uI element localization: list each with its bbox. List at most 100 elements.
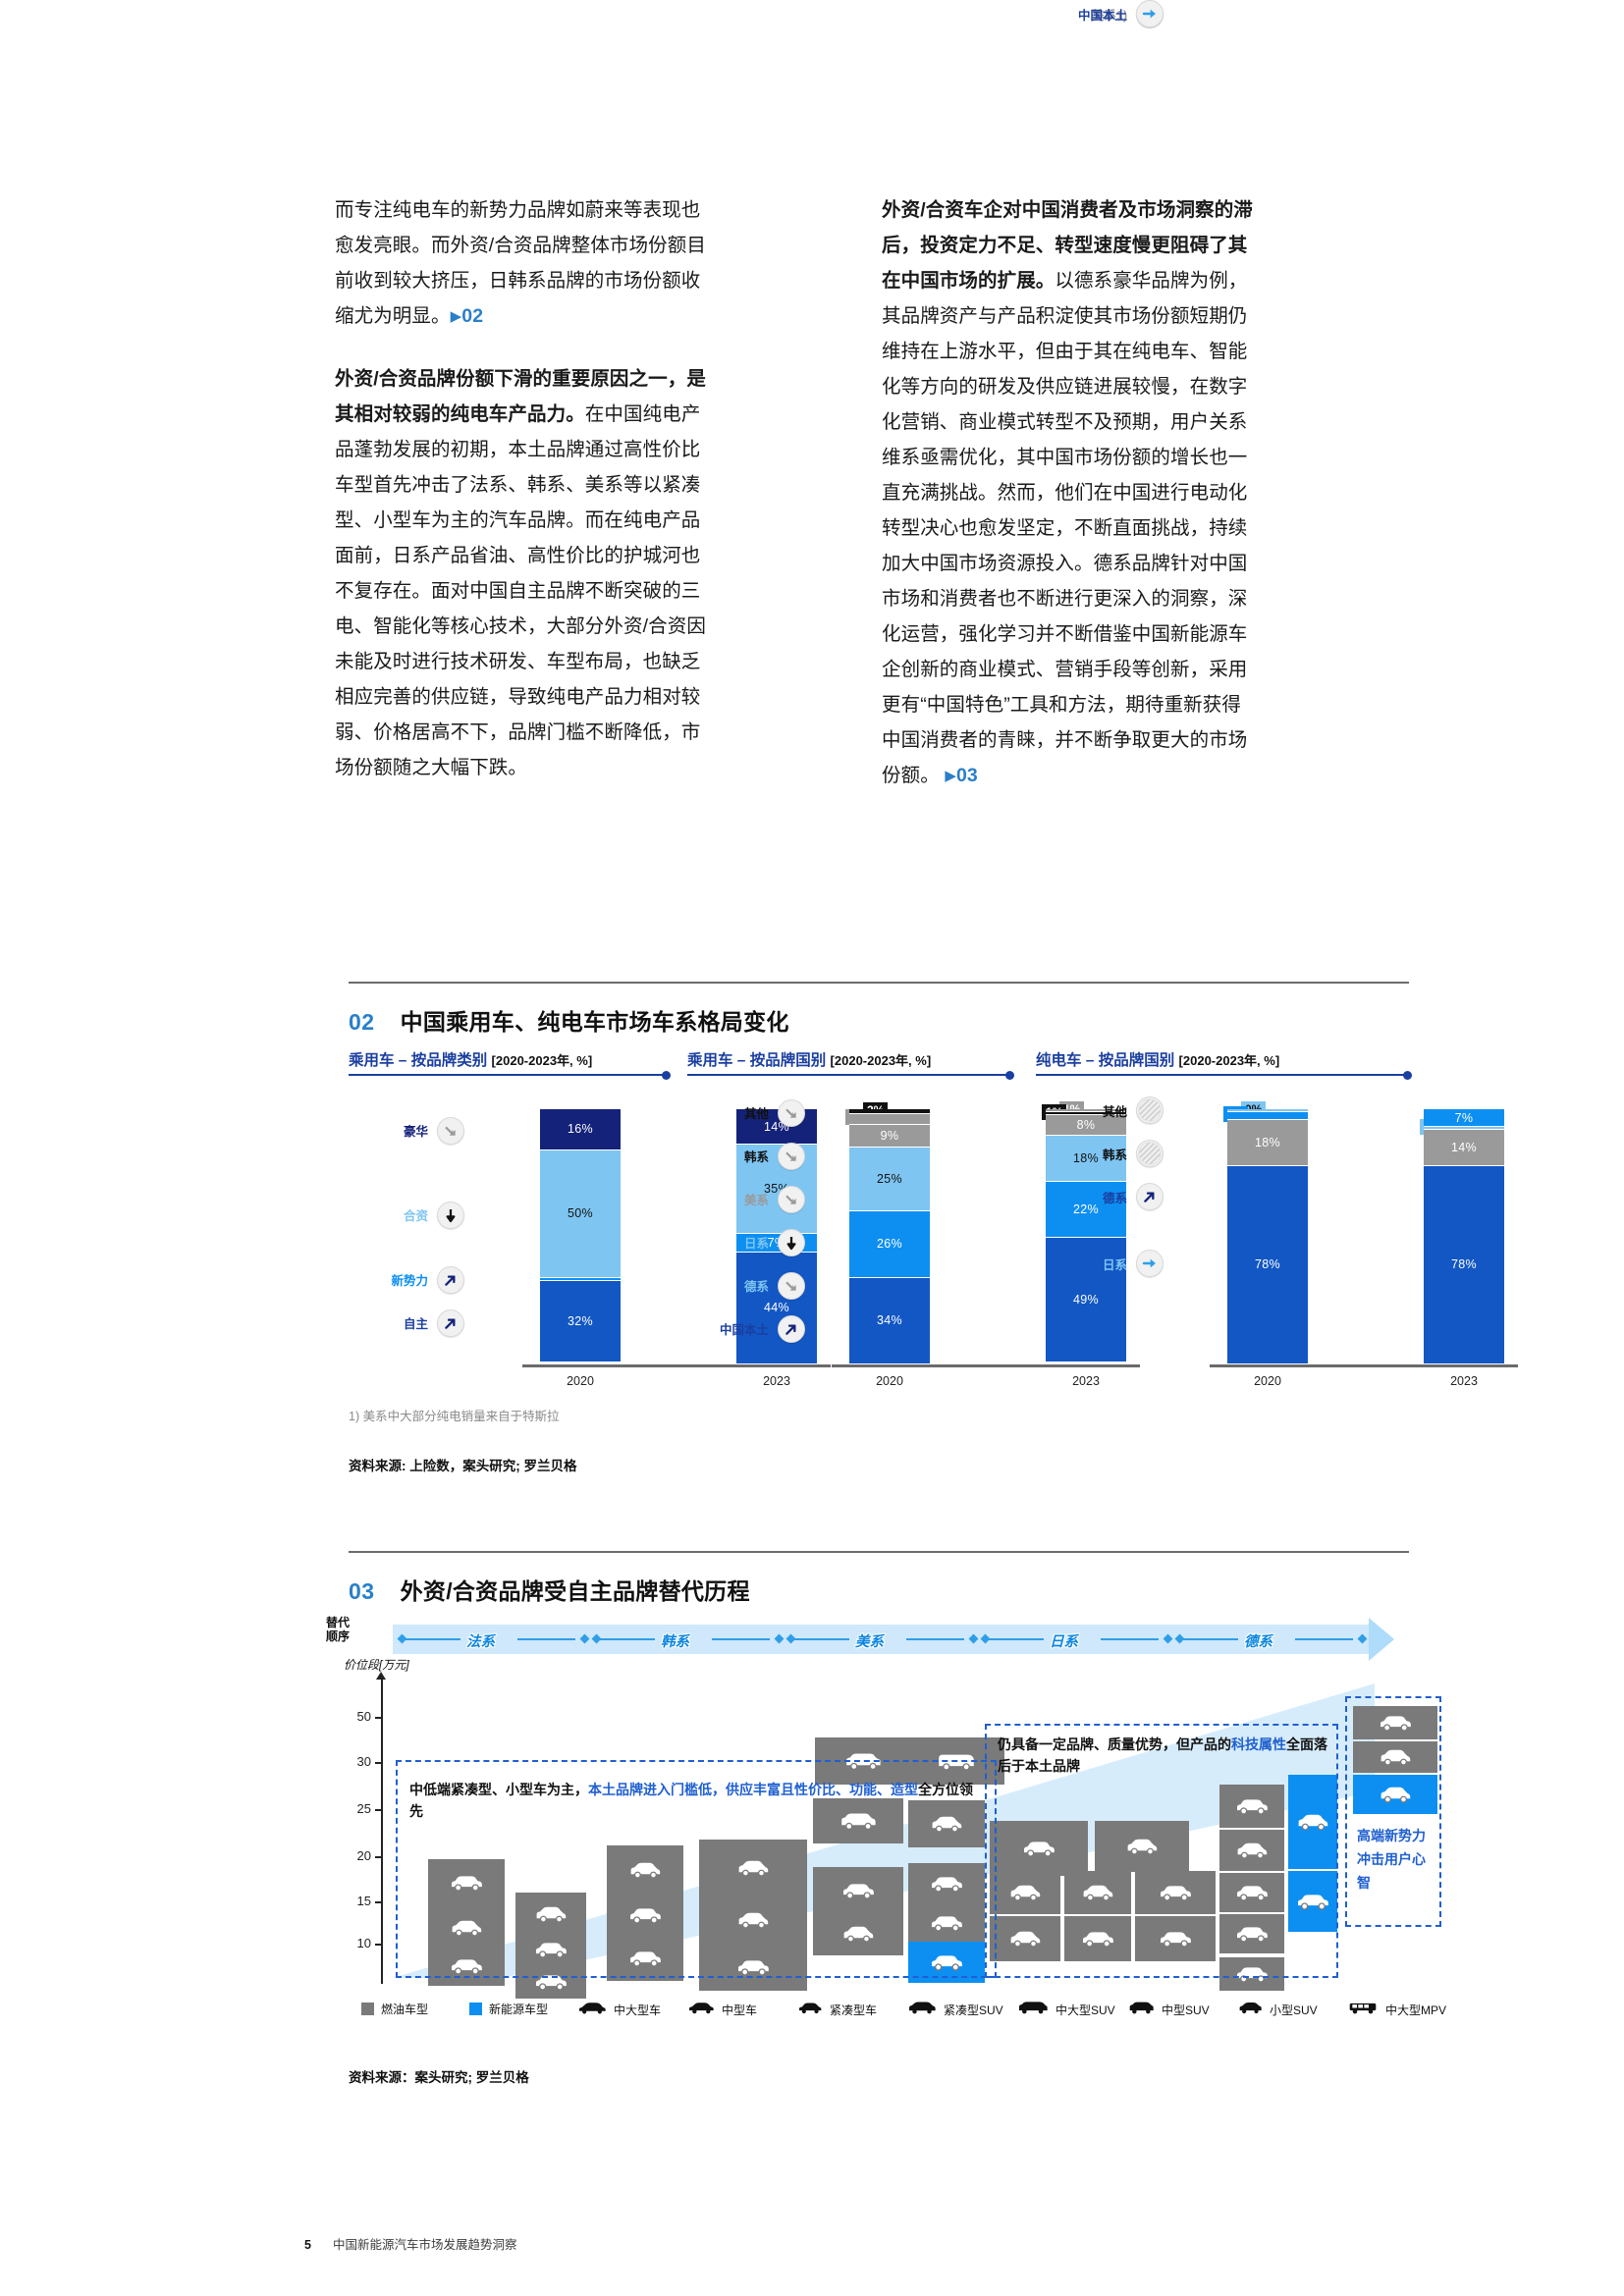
- ice-hatch-car-tile: [1219, 1830, 1284, 1871]
- trend-down-black-icon: [437, 1201, 464, 1229]
- suv-small-icon: [1237, 2001, 1263, 2018]
- segment-value: 49%: [1073, 1292, 1099, 1307]
- x-axis-line: [1210, 1364, 1518, 1367]
- paragraph-left-1-text: 而专注纯电车的新势力品牌如蔚来等表现也愈发亮眼。而外资/合资品牌整体市场份额目前…: [335, 199, 706, 327]
- annotation-box-note-legacy: [985, 1724, 1338, 1978]
- ice-compact-car-tile: [515, 1929, 586, 1970]
- bar-segment-美系: 18%: [1227, 1119, 1308, 1166]
- ice-hatch-car-tile: [813, 1912, 903, 1955]
- legend-label: 日系: [1102, 1257, 1127, 1272]
- legend-row-豪华: 豪华: [349, 1116, 464, 1145]
- bar-segment-日系: 18%: [1046, 1135, 1126, 1182]
- segment-value: 16%: [568, 1122, 593, 1137]
- paragraph-left-2-text: 在中国纯电产品蓬勃发展的初期，本土品牌通过高性价比车型首先冲击了法系、韩系、美系…: [335, 403, 706, 778]
- chart-legend-item-中大型车: 中大型车: [577, 2001, 661, 2018]
- exhibit-02-source: 资料来源: 上险数，案头研究; 罗兰贝格: [349, 1459, 577, 1473]
- suv-large-icon: [1017, 2001, 1049, 2018]
- paragraph-left-2: 外资/合资品牌份额下滑的重要原因之一，是其相对较弱的纯电车产品力。在中国纯电产品…: [335, 361, 713, 785]
- trend-right-blue-icon: [1136, 0, 1164, 27]
- sequence-tick-line: [403, 1638, 460, 1640]
- bar-segment-中国本土: 34%: [849, 1277, 930, 1364]
- legend-label: 美系1): [1091, 8, 1127, 23]
- ice-compact-car-tile: [428, 1859, 505, 1906]
- sequence-label-法系: 法系: [466, 1634, 495, 1650]
- ice-hatch-car-tile: [990, 1871, 1060, 1914]
- legend-row-其他: 其他: [1036, 1096, 1164, 1124]
- right-text-column: 外资/合资车企对中国消费者及市场洞察的滞后，投资定力不足、转型速度慢更阻碍了其在…: [882, 192, 1260, 821]
- ice-compact-car-tile: [1219, 1957, 1284, 1991]
- stacked-bar-2023: 8% 18% 22% 49%: [1046, 1109, 1126, 1364]
- paragraph-right-1-text: 以德系豪华品牌为例，其品牌资产与产品积淀使其市场份额短期仍维持在上游水平，但由于…: [882, 270, 1248, 786]
- ice-compact-car-tile: [1135, 1916, 1216, 1961]
- segment-value: 32%: [568, 1313, 593, 1328]
- compact-car-icon: [447, 1872, 486, 1894]
- sequence-tick-line: [986, 1638, 1044, 1640]
- ice-hatch-car-tile: [699, 1895, 807, 1946]
- legend-row-中国本土: 中国本土: [687, 1314, 805, 1343]
- x-axis-line: [832, 1364, 1140, 1367]
- legend-row-日系: 日系: [687, 1228, 805, 1256]
- legend-row-自主: 自主: [349, 1308, 464, 1337]
- note-segment: 仍具备一定品牌、质量优势，但产品的: [998, 1736, 1231, 1752]
- bar-segment-豪华: 16%: [540, 1109, 621, 1150]
- legend-label: 美系: [743, 1194, 769, 1208]
- page-number: 5: [304, 2238, 311, 2252]
- ice-compact-car-tile: [1135, 1871, 1216, 1914]
- y-tick-label-50: 50: [356, 1709, 371, 1724]
- suv-car-icon: [838, 1810, 879, 1832]
- y-tick-label-25: 25: [356, 1801, 371, 1816]
- chart-legend-item-小型SUV: 小型SUV: [1237, 2001, 1318, 2018]
- legend-row-日系: 日系: [1036, 1250, 1164, 1277]
- bar-segment-合资: 50%: [540, 1149, 621, 1278]
- paragraph-left-1: 而专注纯电车的新势力品牌如蔚来等表现也愈发亮眼。而外资/合资品牌整体市场份额目前…: [335, 192, 713, 336]
- paragraph-right-1-lead: 外资/合资车企对中国消费者及市场洞察的滞后，投资定力不足、转型速度慢更阻碍了其在…: [882, 199, 1253, 292]
- bar-segment-美系: 8%: [1046, 1115, 1126, 1136]
- note-segment: 全方位领先: [409, 1782, 973, 1819]
- compact-car-icon: [1232, 1882, 1272, 1903]
- suv-car-icon: [842, 1750, 884, 1772]
- bar-segment-中国本土: 78%: [1227, 1165, 1308, 1364]
- note-segment: 中低端紧凑型、小型车为主，: [409, 1782, 588, 1797]
- compact-car-icon: [531, 1939, 570, 1960]
- panel-title-rule: [1036, 1071, 1412, 1080]
- segment-value: 78%: [1255, 1257, 1280, 1272]
- sequence-tick-line: [1101, 1638, 1159, 1640]
- panel-title-rule: [349, 1071, 671, 1080]
- hatch-car-icon: [1006, 1928, 1044, 1949]
- panel-title-sub: [2020-2023年, %]: [1178, 1053, 1280, 1068]
- trend-down-right-grey-icon: [778, 1098, 805, 1127]
- legend-row-德系: 德系: [1036, 1183, 1164, 1210]
- y-tick-label-15: 15: [356, 1894, 371, 1908]
- triangle-icon: ▶: [945, 768, 956, 784]
- paragraph-left-2-lead: 外资/合资品牌份额下滑的重要原因之一，是其相对较弱的纯电车产品力。: [335, 368, 706, 425]
- legend-label: 日系: [743, 1237, 769, 1252]
- bar-segment-新势力: [540, 1277, 621, 1281]
- ice-hatch-car-tile: [1064, 1871, 1131, 1914]
- nev-hatch-car-tile: [1288, 1775, 1337, 1869]
- compact-car-icon: [1376, 1712, 1415, 1734]
- figure-ref-02[interactable]: ▶02: [451, 305, 484, 327]
- panel-title-main: 乘用车 – 按品牌类别: [349, 1052, 488, 1069]
- trend-up-right-navy-icon: [437, 1265, 464, 1294]
- sequence-axis-label-l2: 顺序: [326, 1629, 351, 1643]
- stacked-bar-2023: 7% 14% 78%: [1424, 1109, 1504, 1364]
- y-axis-title: 价位段[万元]: [344, 1658, 409, 1672]
- segment-value: 25%: [877, 1171, 902, 1186]
- ice-compact-car-tile: [813, 1867, 903, 1914]
- bar-segment-韩系: [849, 1114, 930, 1125]
- chart-legend-item-中型车: 中型车: [687, 2001, 757, 2018]
- sedan-mid-icon: [687, 2001, 715, 2018]
- figure-ref-03[interactable]: ▶03: [940, 765, 978, 786]
- panel-title-main: 纯电车 – 按品牌国别: [1036, 1052, 1175, 1069]
- segment-value: 44%: [764, 1301, 789, 1315]
- y-axis-arrow-icon: [376, 1672, 386, 1680]
- ice-compact-car-tile: [908, 1902, 985, 1944]
- segment-value: 8%: [1076, 1117, 1096, 1132]
- segment-value: 34%: [877, 1313, 902, 1328]
- footer-title: 中国新能源汽车市场发展趋势洞察: [332, 2238, 517, 2252]
- hatch-car-icon: [1233, 1840, 1271, 1861]
- segment-value: 18%: [1073, 1150, 1099, 1165]
- note-segment: 全面落后于本土品牌: [998, 1736, 1327, 1774]
- legend-label: 韩系: [743, 1150, 769, 1165]
- ice-compact-car-tile: [428, 1947, 505, 1986]
